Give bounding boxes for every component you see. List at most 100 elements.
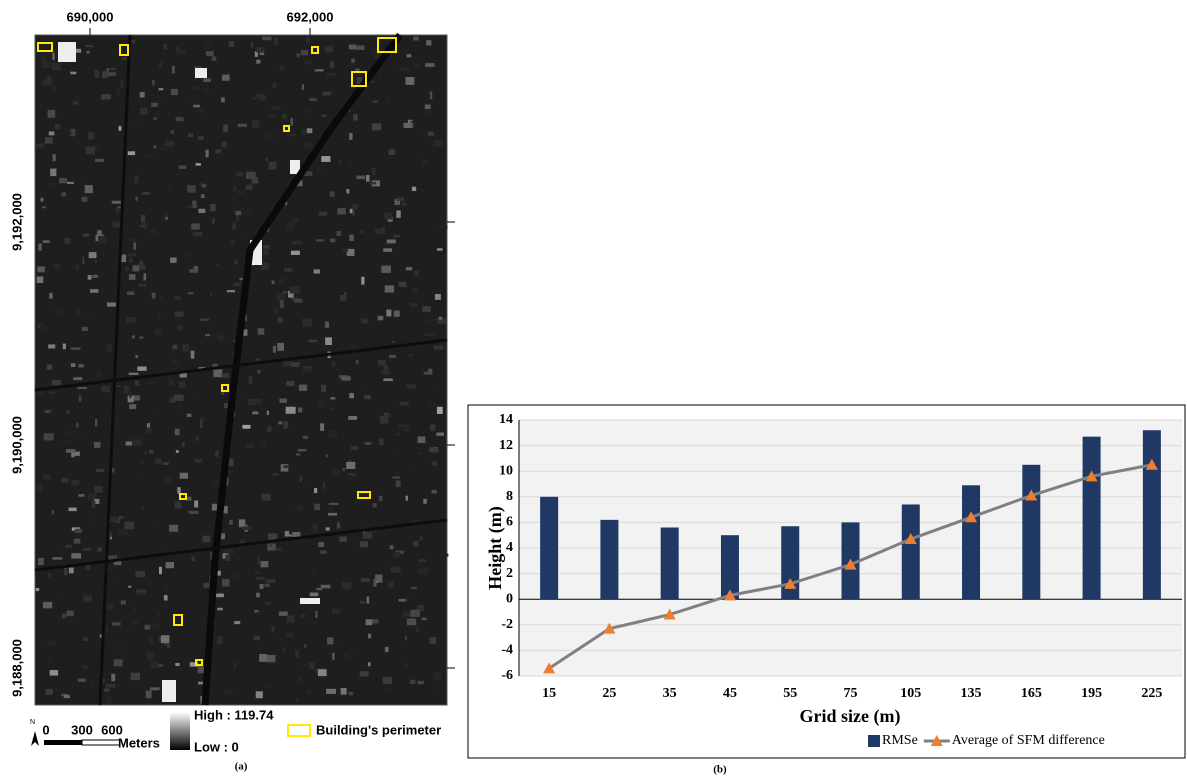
building-legend-label: Building's perimeter <box>316 722 441 737</box>
map-road <box>201 32 403 706</box>
map-pixel <box>88 493 97 500</box>
map-pixel <box>215 570 221 576</box>
map-pixel <box>194 500 199 508</box>
map-pixel <box>139 336 144 339</box>
map-pixel <box>130 238 136 242</box>
marker <box>784 577 797 589</box>
map-pixel <box>128 258 133 263</box>
map-pixel <box>78 364 84 368</box>
map-pixel <box>334 276 340 280</box>
map-pixel <box>341 376 351 381</box>
map-pixel <box>48 344 56 349</box>
map-pixel <box>260 561 269 568</box>
scale-bar <box>44 740 82 745</box>
y-tick-label: 12 <box>499 438 513 453</box>
map-pixel <box>332 652 335 660</box>
marker <box>1085 470 1098 482</box>
map-pixel <box>55 113 62 119</box>
map-pixel <box>97 547 103 552</box>
map-pixel <box>386 239 396 244</box>
map-pixel <box>226 458 234 467</box>
map-pixel <box>364 395 371 400</box>
map-pixel <box>93 498 100 504</box>
map-pixel <box>237 123 247 128</box>
map-pixel <box>94 158 104 162</box>
map-pixel <box>363 532 372 539</box>
map-pixel <box>210 479 220 487</box>
map-pixel <box>137 283 147 288</box>
map-pixel <box>47 573 52 579</box>
map-pixel <box>377 315 384 321</box>
map-pixel <box>83 160 88 164</box>
map-pixel <box>330 238 336 243</box>
map-pixel <box>393 234 400 238</box>
map-pixel <box>406 618 417 626</box>
map-pixel <box>252 585 262 589</box>
map-pixel <box>90 206 99 209</box>
map-pixel <box>271 280 275 285</box>
map-pixel <box>300 50 309 56</box>
map-pixel <box>289 286 300 294</box>
map-pixel <box>256 592 260 598</box>
map-pixel <box>340 687 347 695</box>
map-pixel <box>51 509 54 515</box>
map-pixel <box>223 124 229 133</box>
map-pixel <box>189 662 199 667</box>
map-pixel <box>359 525 366 531</box>
north-arrow <box>31 731 39 746</box>
x-tick-label: 25 <box>602 686 616 701</box>
map-pixel <box>157 212 160 220</box>
y-tick-label: 6 <box>506 515 513 530</box>
map-pixel <box>198 681 208 685</box>
map-y-label: 9,192,000 <box>9 193 24 251</box>
map-pixel <box>194 459 203 463</box>
map-pixel <box>262 36 272 41</box>
map-pixel <box>127 151 136 156</box>
map-pixel <box>386 309 392 317</box>
map-pixel <box>280 464 289 472</box>
map-pixel <box>151 102 158 107</box>
map-pixel <box>155 458 163 465</box>
map-pixel <box>105 626 109 632</box>
map-pixel <box>117 206 124 209</box>
map-pixel <box>259 653 268 662</box>
map-pixel <box>392 476 401 479</box>
map-pixel <box>232 206 241 213</box>
map-pixel <box>71 451 80 458</box>
map-pixel <box>95 145 100 151</box>
map-bright-area <box>58 42 76 62</box>
map-pixel <box>167 643 171 649</box>
map-pixel <box>317 669 327 677</box>
map-pixel <box>360 318 369 324</box>
map-pixel <box>356 175 366 180</box>
map-pixel <box>429 447 439 453</box>
map-pixel <box>231 201 237 207</box>
map-pixel <box>105 566 112 570</box>
map-pixel <box>192 200 197 209</box>
map-pixel <box>224 403 231 409</box>
map-pixel <box>326 688 337 694</box>
map-pixel <box>424 104 431 112</box>
y-tick-label: 4 <box>506 540 513 555</box>
map-pixel <box>257 556 261 565</box>
map-pixel <box>438 316 443 320</box>
map-pixel <box>103 584 111 591</box>
map-pixel <box>429 202 432 206</box>
map-pixel <box>83 233 90 237</box>
map-pixel <box>320 423 325 431</box>
scale-label: 300 <box>71 722 93 737</box>
map-pixel <box>128 372 139 375</box>
map-pixel <box>183 251 191 258</box>
x-tick-label: 105 <box>900 686 921 701</box>
map-pixel <box>128 585 132 588</box>
map-pixel <box>175 663 180 666</box>
map-pixel <box>267 426 272 433</box>
map-pixel <box>174 311 184 317</box>
map-pixel <box>84 185 93 194</box>
map-pixel <box>302 128 307 135</box>
map-pixel <box>66 610 74 617</box>
map-pixel <box>235 210 242 216</box>
map-pixel <box>211 503 218 511</box>
map-pixel <box>47 182 58 185</box>
map-pixel <box>127 291 135 295</box>
